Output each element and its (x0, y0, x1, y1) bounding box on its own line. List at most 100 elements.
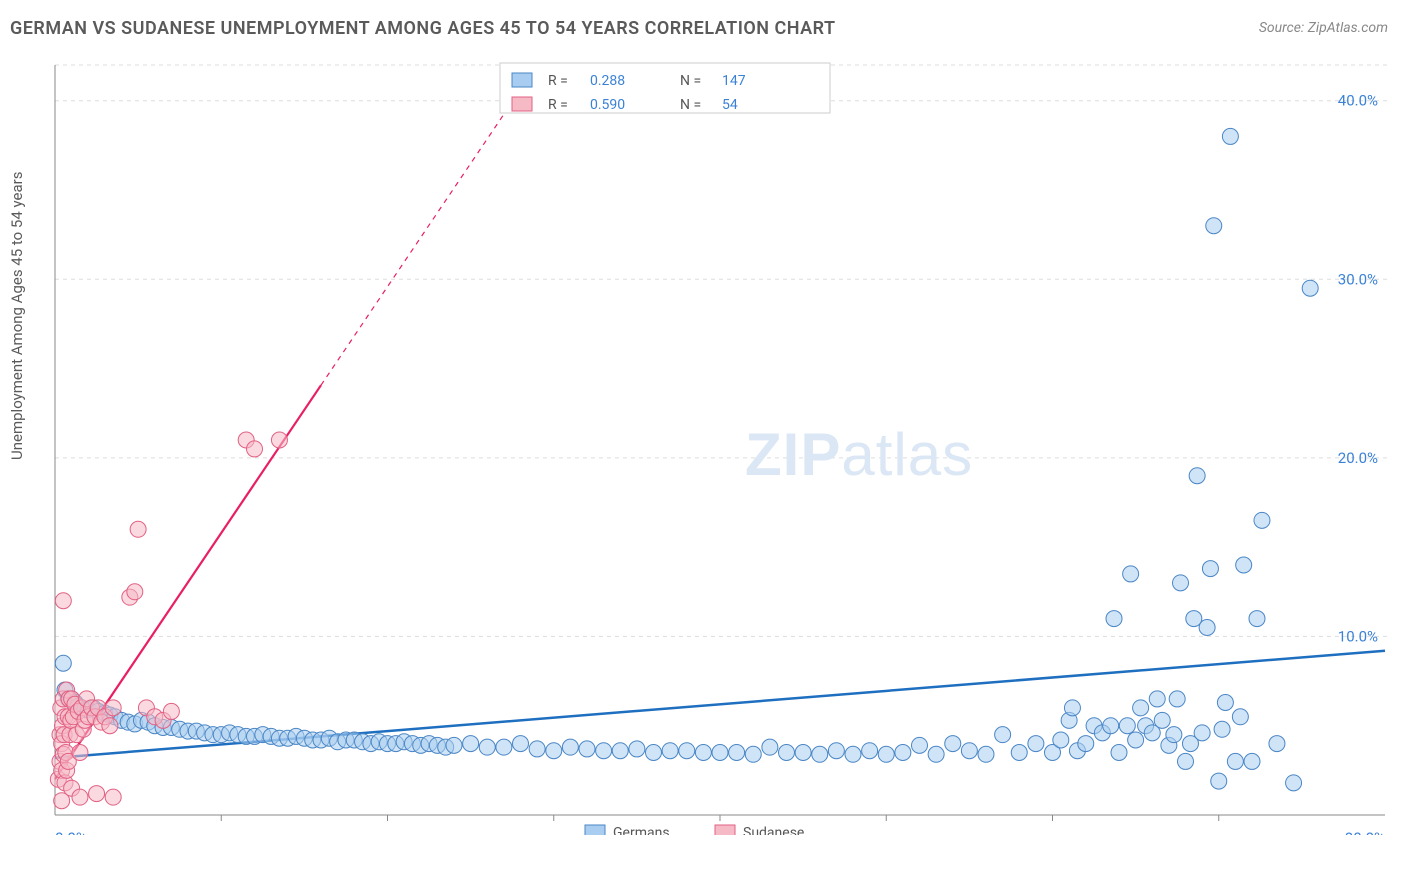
point-germans (1236, 557, 1252, 573)
point-germans (1119, 718, 1135, 734)
point-sudanese (271, 432, 287, 448)
point-germans (1078, 736, 1094, 752)
point-sudanese (72, 789, 88, 805)
point-germans (579, 741, 595, 757)
series-swatch (715, 825, 735, 835)
point-germans (812, 746, 828, 762)
point-germans (828, 743, 844, 759)
series-label: Sudanese (743, 825, 804, 835)
point-germans (546, 743, 562, 759)
point-germans (1154, 712, 1170, 728)
watermark: ZIPatlas (745, 421, 973, 488)
y-tick-label: 20.0% (1338, 449, 1378, 467)
point-germans (1103, 718, 1119, 734)
point-germans (513, 736, 529, 752)
x-tick-label: 80.0% (1345, 829, 1385, 835)
point-sudanese (247, 441, 263, 457)
point-germans (1211, 773, 1227, 789)
y-tick-label: 40.0% (1338, 92, 1378, 110)
point-germans (878, 746, 894, 762)
point-sudanese (102, 718, 118, 734)
point-germans (745, 746, 761, 762)
point-germans (912, 737, 928, 753)
point-germans (945, 736, 961, 752)
point-sudanese (105, 700, 121, 716)
series-swatch (585, 825, 605, 835)
point-germans (1178, 753, 1194, 769)
point-germans (446, 737, 462, 753)
point-germans (1232, 709, 1248, 725)
point-germans (1199, 620, 1215, 636)
point-germans (845, 746, 861, 762)
y-tick-label: 30.0% (1338, 270, 1378, 288)
point-sudanese (105, 789, 121, 805)
legend-r-value: 0.590 (590, 97, 625, 113)
point-germans (1128, 732, 1144, 748)
point-germans (779, 745, 795, 761)
point-sudanese (54, 793, 70, 809)
point-germans (55, 655, 71, 671)
point-germans (1053, 732, 1069, 748)
point-germans (562, 739, 578, 755)
point-germans (995, 727, 1011, 743)
point-germans (729, 745, 745, 761)
chart-title: GERMAN VS SUDANESE UNEMPLOYMENT AMONG AG… (10, 18, 836, 39)
point-germans (1123, 566, 1139, 582)
point-germans (529, 741, 545, 757)
point-germans (978, 746, 994, 762)
point-germans (1111, 745, 1127, 761)
point-germans (695, 745, 711, 761)
point-germans (1011, 745, 1027, 761)
point-germans (646, 745, 662, 761)
point-germans (1206, 218, 1222, 234)
source-label: Source: ZipAtlas.com (1259, 20, 1388, 36)
point-sudanese (130, 521, 146, 537)
point-germans (1169, 691, 1185, 707)
point-germans (479, 739, 495, 755)
point-germans (895, 745, 911, 761)
point-germans (712, 745, 728, 761)
legend-r-label: R = (548, 73, 568, 89)
point-germans (1166, 727, 1182, 743)
point-germans (1194, 725, 1210, 741)
legend-n-label: N = (680, 73, 701, 89)
point-germans (1202, 561, 1218, 577)
point-germans (1254, 512, 1270, 528)
point-germans (928, 746, 944, 762)
point-sudanese (163, 703, 179, 719)
point-germans (1227, 753, 1243, 769)
point-germans (1028, 736, 1044, 752)
point-sudanese (55, 593, 71, 609)
point-germans (612, 743, 628, 759)
point-germans (1222, 128, 1238, 144)
series-label: Germans (613, 825, 670, 835)
legend-r-label: R = (548, 97, 568, 113)
point-germans (1214, 721, 1230, 737)
point-germans (1149, 691, 1165, 707)
point-germans (961, 743, 977, 759)
point-germans (1244, 753, 1260, 769)
legend-n-value: 54 (722, 97, 738, 113)
point-germans (862, 743, 878, 759)
legend-n-label: N = (680, 97, 701, 113)
point-germans (496, 739, 512, 755)
point-sudanese (72, 745, 88, 761)
point-germans (795, 745, 811, 761)
point-germans (1106, 611, 1122, 627)
legend-n-value: 147 (722, 73, 746, 89)
point-germans (1133, 700, 1149, 716)
point-germans (629, 741, 645, 757)
point-germans (1189, 468, 1205, 484)
legend-swatch (512, 97, 532, 111)
y-tick-label: 10.0% (1338, 627, 1378, 645)
point-germans (1173, 575, 1189, 591)
point-germans (463, 736, 479, 752)
x-tick-label: 0.0% (55, 829, 87, 835)
legend-r-value: 0.288 (590, 73, 625, 89)
point-germans (662, 743, 678, 759)
point-sudanese (89, 786, 105, 802)
point-germans (1302, 280, 1318, 296)
point-germans (762, 739, 778, 755)
point-sudanese (127, 584, 143, 600)
point-germans (596, 743, 612, 759)
